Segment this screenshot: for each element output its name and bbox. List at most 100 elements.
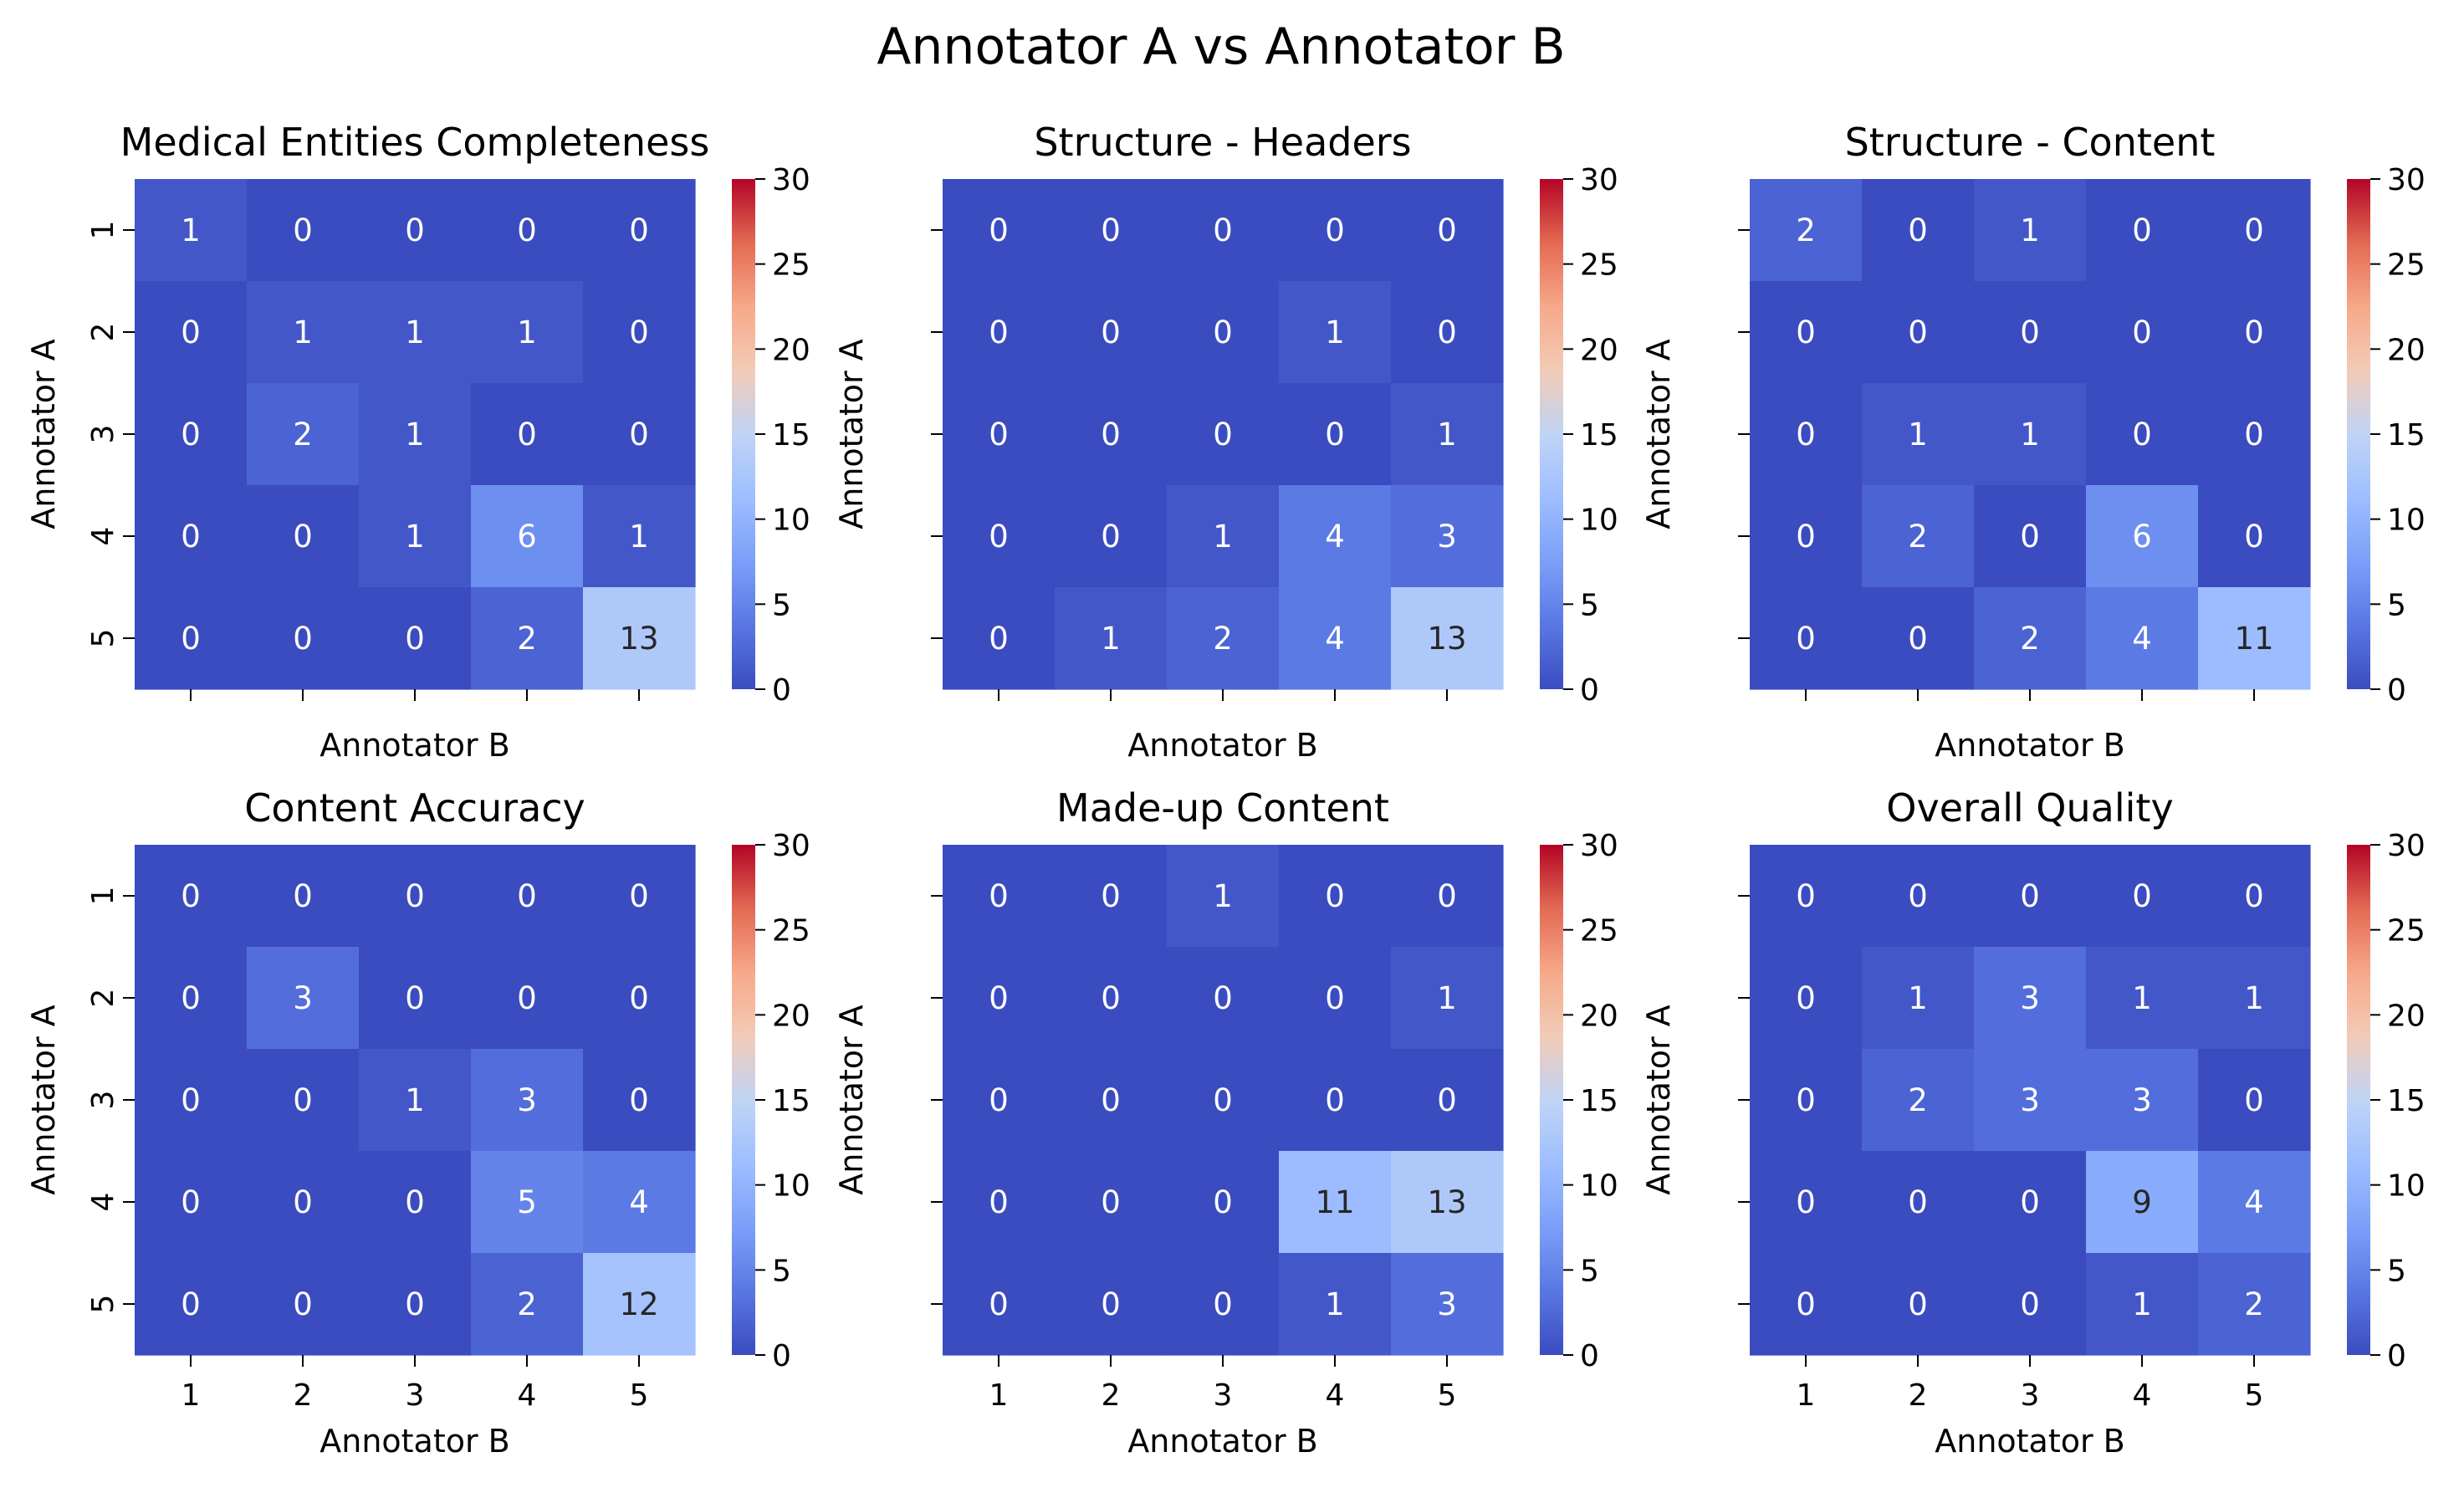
cell-value: 0	[2020, 314, 2040, 350]
cell-value: 0	[517, 878, 537, 914]
heatmap-cell	[583, 1151, 696, 1254]
cell-value: 0	[2020, 878, 2040, 914]
cell-value: 0	[1213, 212, 1233, 248]
heatmap-cell	[2086, 1049, 2199, 1152]
heatmap-cell	[2086, 281, 2199, 384]
heatmap-cell	[1279, 1049, 1392, 1152]
cell-value: 4	[629, 1184, 649, 1220]
colorbar	[1540, 179, 1563, 689]
cell-value: 0	[2132, 212, 2152, 248]
heatmap-cell	[583, 587, 696, 690]
cell-value: 0	[517, 212, 537, 248]
heatmap-cell	[583, 179, 696, 282]
cell-value: 0	[629, 1082, 649, 1118]
y-tick-label: 2	[86, 323, 120, 342]
heatmap-cell	[1055, 1151, 1168, 1254]
cell-value: 0	[1796, 878, 1816, 914]
cell-value: 3	[2020, 980, 2040, 1016]
heatmap-cell	[247, 383, 360, 486]
cell-value: 0	[989, 1286, 1009, 1322]
cell-value: 0	[517, 980, 537, 1016]
cell-value: 0	[989, 1184, 1009, 1220]
colorbar-tick-label: 30	[772, 829, 810, 863]
cell-value: 0	[2132, 878, 2152, 914]
heatmap-cell	[583, 947, 696, 1050]
cell-value: 2	[1908, 519, 1928, 555]
colorbar	[2347, 845, 2370, 1355]
heatmap-cell	[1974, 179, 2087, 282]
cell-value: 0	[629, 212, 649, 248]
heatmap-cell	[1279, 1253, 1392, 1356]
cell-value: 0	[1796, 980, 1816, 1016]
panel-title: Made-up Content	[1056, 785, 1389, 831]
heatmap-cell	[359, 845, 472, 948]
x-tick-label: 2	[294, 1378, 313, 1413]
heatmap-cell	[359, 1049, 472, 1152]
heatmap-cell	[247, 947, 360, 1050]
colorbar-tick-label: 25	[1580, 914, 1618, 949]
heatmap-cell	[1391, 281, 1504, 384]
y-tick-label: 4	[86, 527, 120, 546]
heatmap-cell	[1862, 947, 1975, 1050]
colorbar	[732, 845, 755, 1355]
x-tick-label: 2	[1102, 1378, 1121, 1413]
heatmap-cell	[1750, 845, 1863, 948]
heatmap-cell	[1391, 179, 1504, 282]
cell-value: 0	[1325, 980, 1345, 1016]
cell-value: 0	[1101, 519, 1121, 555]
colorbar-tick-label: 0	[1580, 1339, 1599, 1373]
heatmap-cell	[471, 845, 584, 948]
heatmap-cell	[1862, 1049, 1975, 1152]
heatmap-cell	[1974, 845, 2087, 948]
heatmap-cell	[1167, 1151, 1280, 1254]
cell-value: 0	[1437, 314, 1457, 350]
heatmap-cell	[135, 383, 248, 486]
cell-value: 0	[1908, 212, 1928, 248]
cell-value: 0	[2132, 417, 2152, 453]
cell-value: 1	[1325, 314, 1345, 350]
cell-value: 2	[1908, 1082, 1928, 1118]
colorbar-tick-label: 0	[2387, 673, 2406, 708]
heatmap-cell	[1391, 1049, 1504, 1152]
cell-value: 0	[1325, 878, 1345, 914]
heatmap-cell	[359, 179, 472, 282]
heatmap-cell	[1055, 587, 1168, 690]
heatmap-cell	[583, 383, 696, 486]
heatmap-cell	[1750, 947, 1863, 1050]
heatmap-cell	[943, 383, 1056, 486]
cell-value: 0	[1101, 878, 1121, 914]
heatmap-cell	[1750, 281, 1863, 384]
cell-value: 0	[1796, 1082, 1816, 1118]
cell-value: 1	[1325, 1286, 1345, 1322]
cell-value: 0	[293, 1286, 313, 1322]
heatmap-cell	[135, 1253, 248, 1356]
heatmap-cell	[1750, 1049, 1863, 1152]
cell-value: 0	[2020, 519, 2040, 555]
panel-title: Content Accuracy	[244, 785, 585, 831]
heatmap-cell	[583, 845, 696, 948]
heatmap-cell	[1974, 1151, 2087, 1254]
heatmap-cell	[1055, 1253, 1168, 1356]
heatmap-cell	[1055, 179, 1168, 282]
cell-value: 5	[517, 1184, 537, 1220]
cell-value: 0	[629, 878, 649, 914]
cell-value: 1	[1437, 980, 1457, 1016]
heatmap-cell	[1750, 1253, 1863, 1356]
heatmap-cell	[1055, 281, 1168, 384]
cell-value: 0	[2244, 519, 2264, 555]
x-tick-label: 1	[989, 1378, 1009, 1413]
x-tick-label: 1	[181, 1378, 201, 1413]
cell-value: 0	[1213, 417, 1233, 453]
heatmap-cell	[471, 179, 584, 282]
x-axis-label: Annotator B	[320, 1423, 510, 1460]
cell-value: 0	[629, 314, 649, 350]
cell-value: 0	[2020, 1184, 2040, 1220]
cell-value: 0	[1101, 1184, 1121, 1220]
cell-value: 0	[1101, 314, 1121, 350]
cell-value: 1	[1213, 519, 1233, 555]
cell-value: 1	[2132, 980, 2152, 1016]
colorbar	[2347, 179, 2370, 689]
y-axis-label: Annotator A	[833, 1005, 870, 1194]
